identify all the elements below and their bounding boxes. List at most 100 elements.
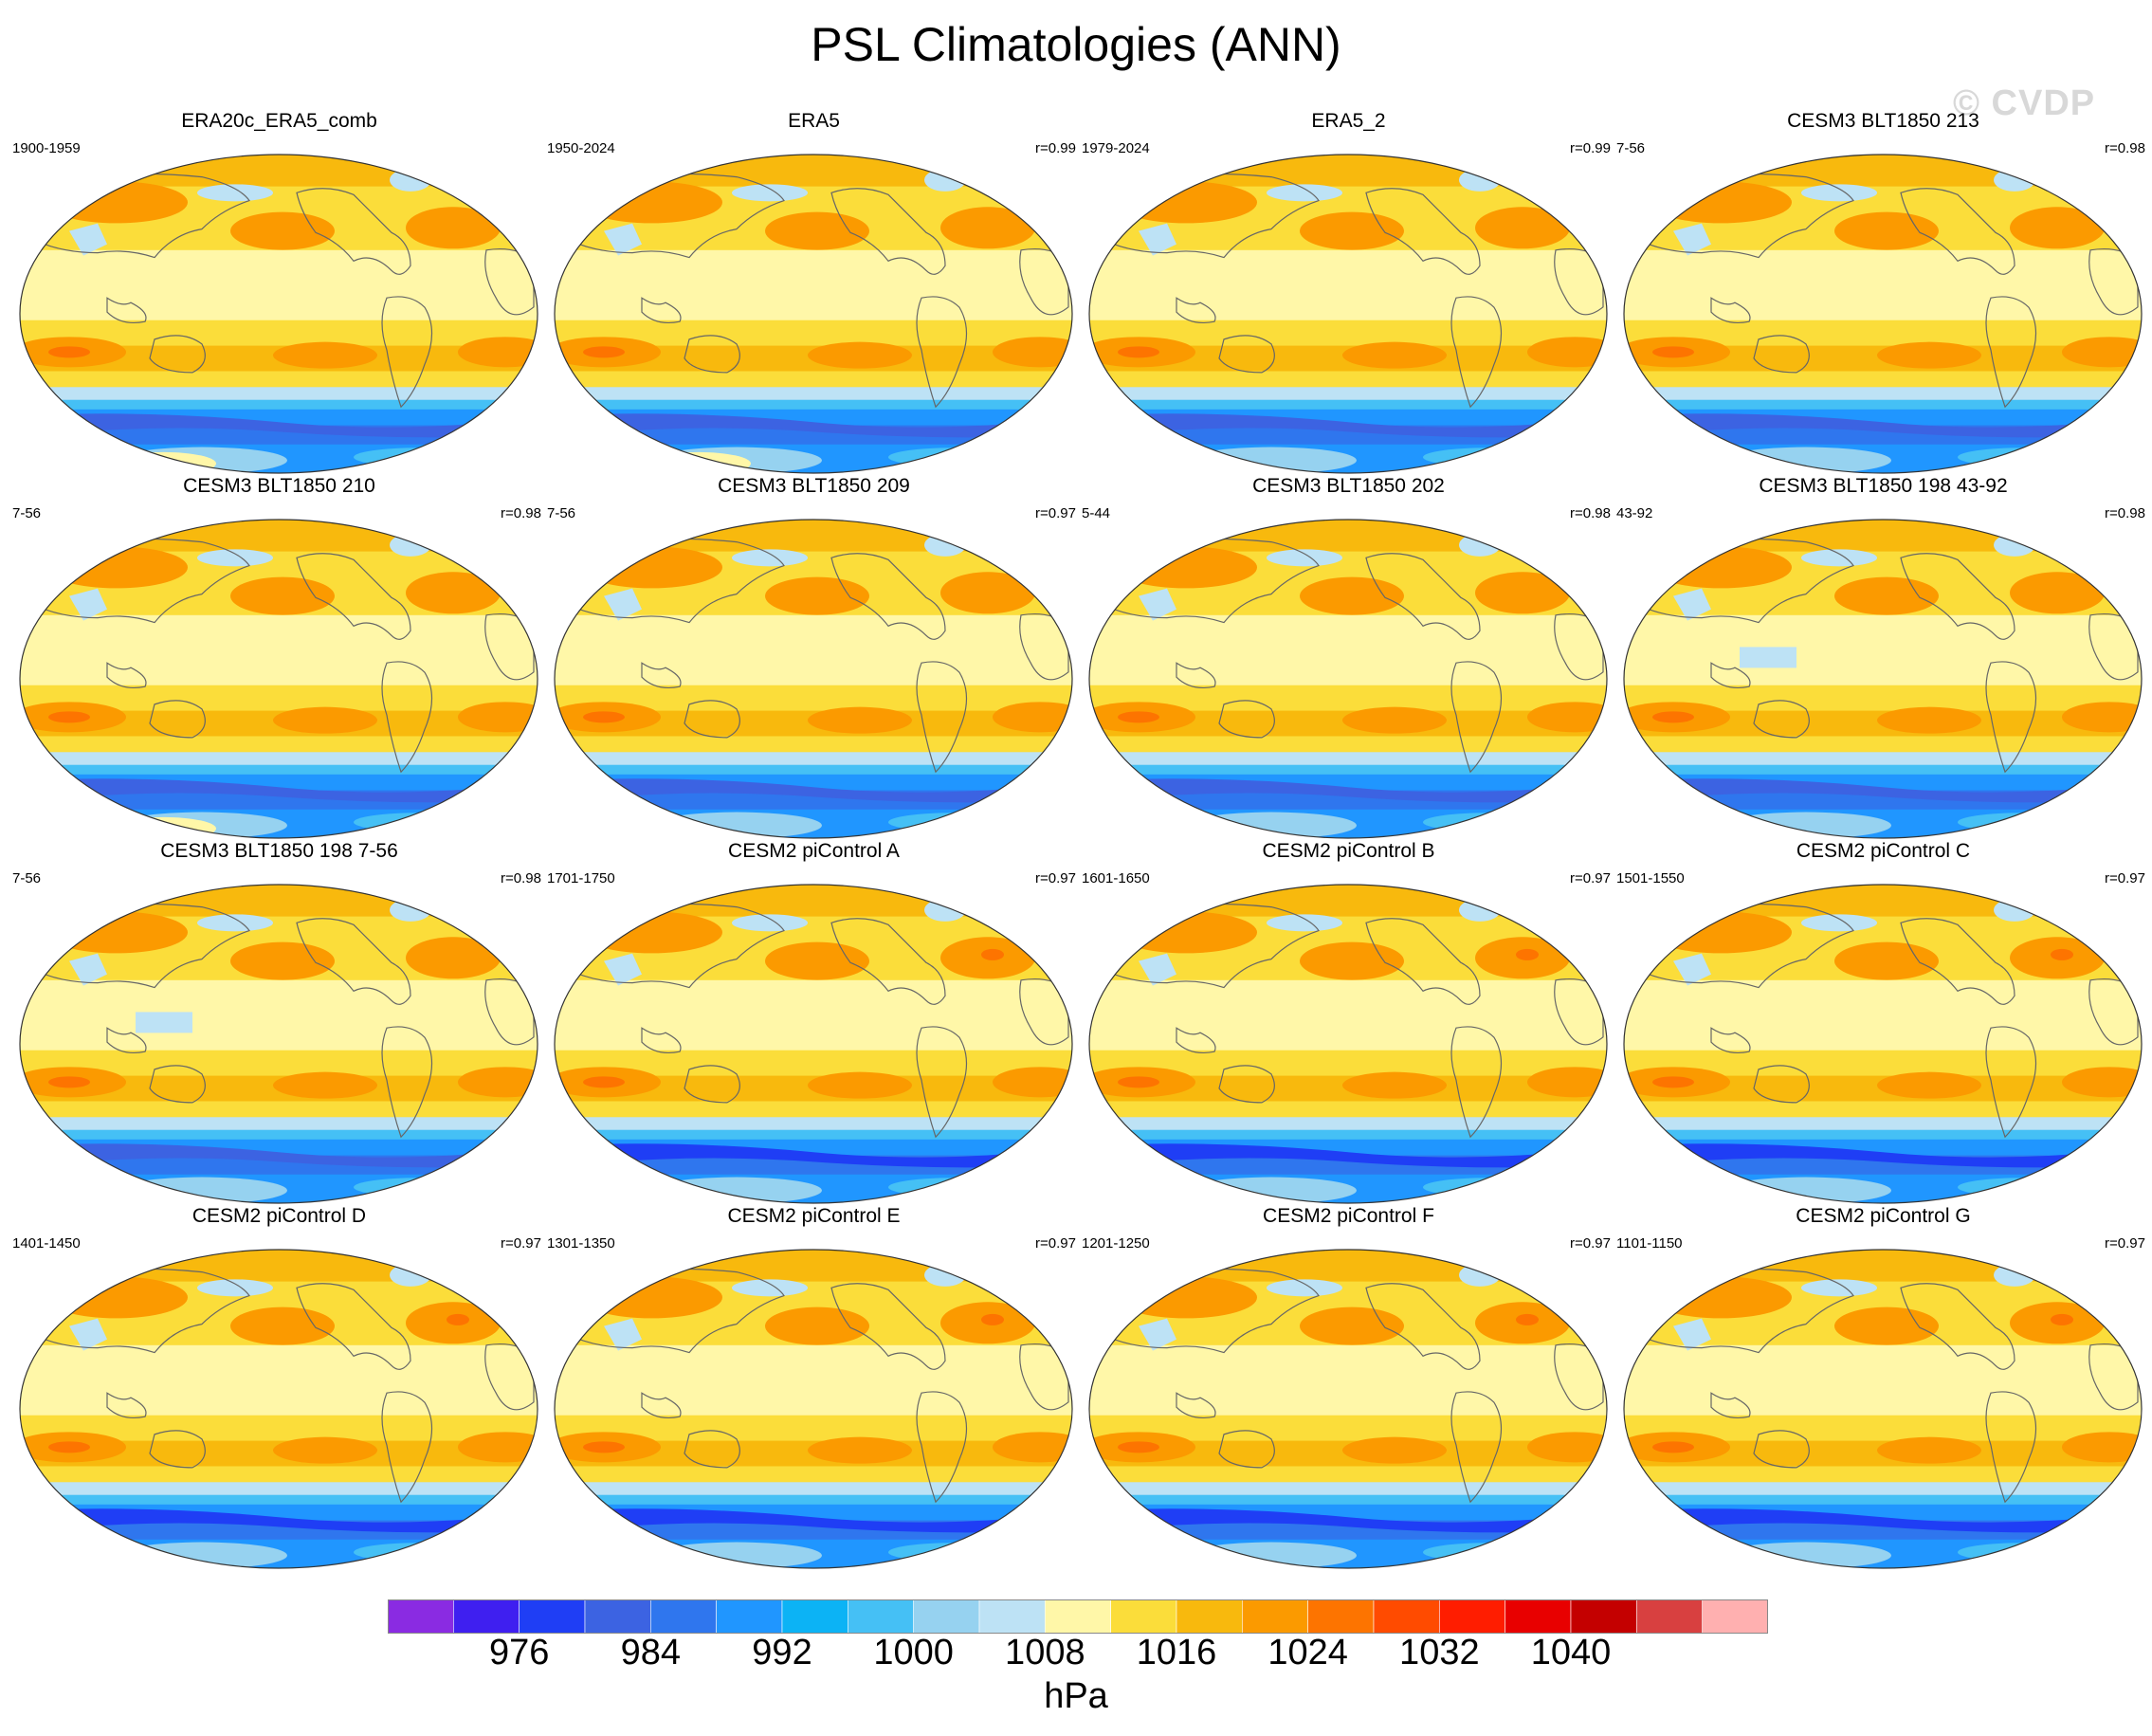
psl-map [1088,154,1608,474]
map-panel: CESM2 piControl E 1301-1350 r=0.97 [547,1205,1081,1570]
panel-correlation: r=0.98 [1570,505,1611,521]
colorbar-tick-label: 1008 [1005,1633,1085,1672]
colorbar-swatch [584,1599,651,1634]
map-panel: CESM2 piControl A 1701-1750 r=0.97 [547,840,1081,1205]
panel-correlation: r=0.98 [2105,505,2145,521]
psl-map [1623,1249,2143,1569]
colorbar-swatch [1636,1599,1703,1634]
panel-correlation: r=0.98 [2105,140,2145,156]
panel-period: 7-56 [12,870,42,886]
panel-correlation: r=0.99 [1035,140,1076,156]
psl-map [1088,519,1608,839]
panel-title: CESM2 piControl F [1263,1205,1434,1227]
colorbar-tick-label: 1016 [1136,1633,1217,1672]
panel-title: CESM2 piControl A [728,840,900,862]
colorbar-swatch [388,1599,454,1634]
panel-title: ERA5_2 [1311,110,1386,132]
colorbar-tick-label: 1040 [1530,1633,1612,1672]
panel-period: 1701-1750 [547,870,615,886]
colorbar-swatch [519,1599,586,1634]
map-panel: CESM2 piControl F 1201-1250 r=0.97 [1082,1205,1615,1570]
panel-correlation: r=0.97 [1035,1235,1076,1252]
panel-correlation: r=0.97 [1035,505,1076,521]
panel-period: 1501-1550 [1616,870,1685,886]
psl-map [1088,884,1608,1204]
panel-period: 1401-1450 [12,1235,81,1252]
panel-correlation: r=0.98 [501,505,541,521]
panel-correlation: r=0.99 [1570,140,1611,156]
panel-period: 1101-1150 [1616,1235,1683,1252]
panel-title: CESM2 piControl G [1796,1205,1971,1227]
psl-map [554,519,1073,839]
panel-title: CESM2 piControl D [191,1205,367,1227]
map-panel: CESM2 piControl B 1601-1650 r=0.97 [1082,840,1615,1205]
cvdp-watermark: © CVDP [1953,83,2096,123]
map-panel: CESM3 BLT1850 210 7-56 r=0.98 [12,475,546,840]
panel-title: CESM3 BLT1850 198 7-56 [160,840,398,862]
panel-period: 1900-1959 [12,140,81,156]
map-panel: CESM2 piControl G 1101-1150 r=0.97 [1616,1205,2150,1570]
map-panel: CESM3 BLT1850 209 7-56 r=0.97 [547,475,1081,840]
colorbar-swatch [1176,1599,1243,1634]
panel-period: 1601-1650 [1082,870,1150,886]
panel-correlation: r=0.97 [1035,870,1076,886]
panel-period: 1201-1250 [1082,1235,1150,1252]
panel-correlation: r=0.97 [2105,1235,2145,1252]
colorbar-swatch [978,1599,1046,1634]
map-panel: ERA5 1950-2024 r=0.99 [547,110,1081,475]
colorbar-swatch [913,1599,980,1634]
panel-title: CESM3 BLT1850 209 [718,475,910,497]
colorbar-tick-label: 1032 [1399,1633,1480,1672]
panel-correlation: r=0.97 [1570,870,1611,886]
panel-correlation: r=0.97 [1570,1235,1611,1252]
colorbar-units: hPa [1044,1676,1108,1716]
panel-period: 7-56 [12,505,42,521]
colorbar-swatch [1045,1599,1111,1634]
colorbar-tick-label: 976 [488,1633,550,1672]
colorbar-swatch [1307,1599,1375,1634]
map-panel: ERA20c_ERA5_comb 1900-1959 [12,110,546,475]
panel-period: 7-56 [1616,140,1646,156]
psl-map [19,1249,538,1569]
panel-period: 1301-1350 [547,1235,615,1252]
map-panel: CESM3 BLT1850 198 7-56 7-56 r=0.98 [12,840,546,1205]
colorbar-tick-label: 984 [620,1633,682,1672]
panel-title: CESM3 BLT1850 202 [1252,475,1445,497]
colorbar-swatch [1570,1599,1637,1634]
colorbar-swatch [1505,1599,1572,1634]
psl-map [19,519,538,839]
panel-title: CESM2 piControl E [727,1205,901,1227]
psl-map [554,1249,1073,1569]
panel-correlation: r=0.97 [501,1235,541,1252]
colorbar-swatch [453,1599,520,1634]
panel-period: 5-44 [1082,505,1111,521]
panel-title: CESM2 piControl C [1796,840,1971,862]
map-panel: CESM3 BLT1850 202 5-44 r=0.98 [1082,475,1615,840]
map-panel: CESM2 piControl C 1501-1550 r=0.97 [1616,840,2150,1205]
psl-map [19,154,538,474]
colorbar-swatch [1110,1599,1177,1634]
colorbar-swatch [848,1599,914,1634]
map-panel: CESM2 piControl D 1401-1450 r=0.97 [12,1205,546,1570]
colorbar-swatch [781,1599,848,1634]
psl-map [1623,884,2143,1204]
panel-title: CESM2 piControl B [1262,840,1435,862]
panel-title: CESM3 BLT1850 198 43-92 [1759,475,2008,497]
panel-correlation: r=0.98 [501,870,541,886]
psl-map [1623,154,2143,474]
colorbar-tick-label: 992 [752,1633,812,1672]
psl-map [554,154,1073,474]
map-panel: ERA5_2 1979-2024 r=0.99 [1082,110,1615,475]
psl-map [19,884,538,1204]
panel-title: CESM3 BLT1850 213 [1787,110,1979,132]
colorbar-swatch [716,1599,783,1634]
colorbar-swatch [650,1599,717,1634]
figure-title: PSL Climatologies (ANN) [811,18,1341,71]
panel-title: CESM3 BLT1850 210 [183,475,375,497]
psl-map [1088,1249,1608,1569]
map-panel: CESM3 BLT1850 198 43-92 43-92 r=0.98 [1616,475,2150,840]
psl-map [1623,519,2143,839]
colorbar-swatch [1242,1599,1308,1634]
colorbar-tick-label: 1000 [873,1633,954,1672]
colorbar-swatch [1702,1599,1768,1634]
